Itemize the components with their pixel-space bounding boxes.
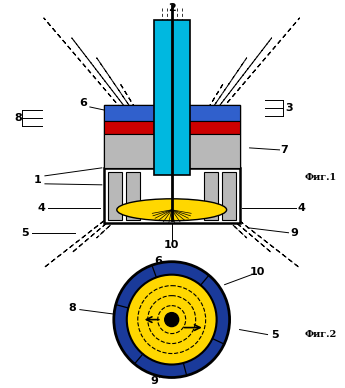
- Text: 10: 10: [250, 267, 265, 277]
- Bar: [104, 134, 239, 168]
- Bar: [126, 172, 140, 220]
- Circle shape: [127, 275, 217, 364]
- Text: Фиг.1: Фиг.1: [305, 173, 337, 182]
- Text: 2: 2: [168, 3, 176, 13]
- Text: 1: 1: [34, 175, 42, 185]
- Text: 4: 4: [38, 203, 46, 213]
- Bar: [154, 20, 190, 175]
- Bar: [104, 168, 239, 223]
- Text: 6: 6: [154, 256, 162, 266]
- Text: 8: 8: [14, 113, 22, 123]
- Text: 9: 9: [290, 228, 298, 238]
- Bar: [104, 105, 239, 168]
- Bar: [108, 172, 122, 220]
- Text: 8: 8: [68, 303, 76, 313]
- Text: 5: 5: [271, 329, 278, 340]
- Circle shape: [114, 262, 230, 378]
- Bar: [104, 121, 239, 134]
- Ellipse shape: [117, 199, 227, 221]
- Text: 3: 3: [286, 103, 293, 113]
- Bar: [204, 172, 218, 220]
- Text: Фиг.2: Фиг.2: [305, 330, 337, 339]
- Text: 7: 7: [280, 145, 288, 155]
- Bar: [221, 172, 236, 220]
- Text: 6: 6: [79, 98, 87, 108]
- Text: 4: 4: [297, 203, 305, 213]
- Bar: [104, 105, 239, 121]
- Text: 5: 5: [21, 228, 29, 238]
- Text: 10: 10: [164, 240, 179, 250]
- Circle shape: [165, 313, 179, 327]
- Text: 9: 9: [151, 376, 159, 386]
